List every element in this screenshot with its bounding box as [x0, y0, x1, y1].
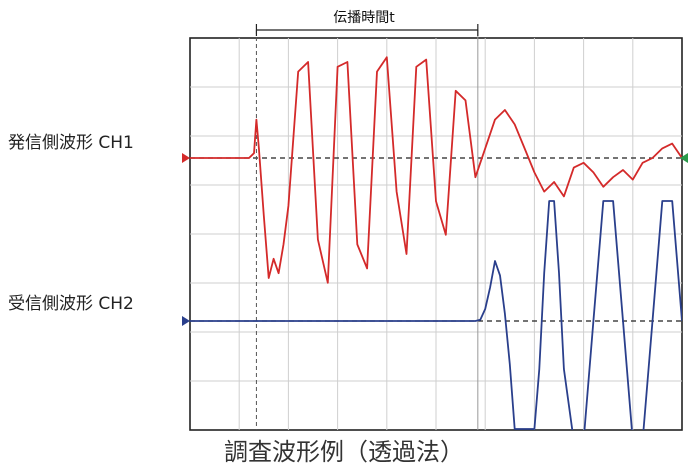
series-line-ch1 [190, 56, 682, 284]
ch1-label: 発信側波形 CH1 [8, 133, 134, 153]
ch1-marker-left [182, 153, 190, 163]
ch2-label: 受信側波形 CH2 [8, 294, 134, 314]
chart-caption: 調査波形例（透過法） [224, 438, 464, 466]
ch2-marker-left [182, 316, 190, 326]
series [190, 56, 682, 430]
grid [189, 37, 683, 431]
markers [182, 153, 688, 326]
trigger-marker-right [680, 153, 688, 163]
series-line-ch2 [190, 200, 682, 430]
propagation-time-label: 伝播時間t [333, 10, 395, 26]
